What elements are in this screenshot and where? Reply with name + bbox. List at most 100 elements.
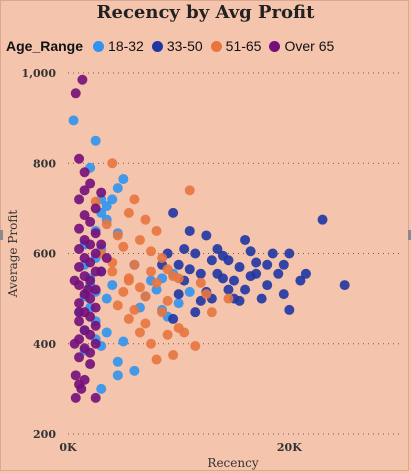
data-point-51-65[interactable] — [101, 219, 112, 230]
data-point-33-50[interactable] — [284, 248, 295, 259]
data-point-over-65[interactable] — [96, 187, 107, 198]
data-point-18-32[interactable] — [101, 327, 112, 338]
data-point-over-65[interactable] — [69, 275, 80, 286]
data-point-33-50[interactable] — [168, 207, 179, 218]
data-point-over-65[interactable] — [74, 316, 85, 327]
data-point-51-65[interactable] — [157, 307, 168, 318]
data-point-51-65[interactable] — [129, 194, 140, 205]
data-point-over-65[interactable] — [96, 239, 107, 250]
resize-handle-right[interactable] — [408, 230, 411, 240]
data-point-33-50[interactable] — [212, 243, 223, 254]
data-point-51-65[interactable] — [129, 259, 140, 270]
data-point-33-50[interactable] — [223, 284, 234, 295]
data-point-over-65[interactable] — [85, 216, 96, 227]
data-point-18-32[interactable] — [101, 201, 112, 212]
data-point-33-50[interactable] — [179, 243, 190, 254]
data-point-18-32[interactable] — [112, 356, 123, 367]
data-point-51-65[interactable] — [146, 246, 156, 257]
data-point-33-50[interactable] — [190, 248, 201, 259]
data-point-33-50[interactable] — [229, 275, 239, 286]
data-point-33-50[interactable] — [267, 248, 278, 259]
data-point-over-65[interactable] — [69, 338, 80, 349]
data-point-33-50[interactable] — [234, 295, 245, 306]
data-point-over-65[interactable] — [85, 178, 96, 189]
data-point-33-50[interactable] — [168, 313, 179, 324]
data-point-18-32[interactable] — [112, 183, 123, 194]
data-point-33-50[interactable] — [278, 259, 289, 270]
data-point-over-65[interactable] — [90, 302, 101, 313]
data-point-18-32[interactable] — [96, 383, 107, 394]
data-point-51-65[interactable] — [123, 275, 134, 286]
legend-item-1[interactable]: 33-50 — [151, 38, 203, 54]
data-point-18-32[interactable] — [90, 135, 101, 146]
data-point-51-65[interactable] — [173, 273, 184, 284]
data-point-51-65[interactable] — [195, 277, 206, 288]
data-point-51-65[interactable] — [179, 327, 190, 338]
data-point-33-50[interactable] — [256, 293, 267, 304]
data-point-51-65[interactable] — [140, 214, 151, 225]
data-point-51-65[interactable] — [107, 266, 118, 277]
data-point-51-65[interactable] — [206, 307, 217, 318]
data-point-51-65[interactable] — [140, 291, 151, 302]
data-point-over-65[interactable] — [90, 338, 101, 349]
data-point-over-65[interactable] — [74, 194, 85, 205]
data-point-over-65[interactable] — [85, 311, 96, 322]
data-point-33-50[interactable] — [278, 289, 289, 300]
data-point-51-65[interactable] — [146, 338, 156, 349]
data-point-18-32[interactable] — [118, 174, 129, 185]
data-point-33-50[interactable] — [295, 275, 306, 286]
data-point-51-65[interactable] — [146, 266, 156, 277]
data-point-over-65[interactable] — [77, 74, 88, 85]
data-point-33-50[interactable] — [212, 268, 223, 279]
data-point-33-50[interactable] — [184, 264, 195, 275]
data-point-33-50[interactable] — [262, 280, 273, 291]
data-point-33-50[interactable] — [206, 255, 217, 266]
data-point-over-65[interactable] — [70, 370, 81, 381]
data-point-over-65[interactable] — [85, 347, 96, 358]
data-point-51-65[interactable] — [162, 264, 173, 275]
data-point-18-32[interactable] — [118, 336, 129, 347]
data-point-over-65[interactable] — [74, 307, 85, 318]
data-point-over-65[interactable] — [101, 253, 112, 264]
data-point-18-32[interactable] — [129, 365, 140, 376]
data-point-51-65[interactable] — [151, 354, 162, 365]
data-point-33-50[interactable] — [245, 246, 256, 257]
data-point-over-65[interactable] — [74, 262, 85, 273]
data-point-33-50[interactable] — [284, 304, 295, 315]
data-point-51-65[interactable] — [123, 207, 134, 218]
data-point-51-65[interactable] — [151, 277, 162, 288]
data-point-over-65[interactable] — [90, 284, 101, 295]
data-point-51-65[interactable] — [223, 293, 234, 304]
data-point-over-65[interactable] — [85, 257, 96, 268]
data-point-51-65[interactable] — [168, 350, 179, 361]
data-point-over-65[interactable] — [79, 210, 90, 221]
data-point-51-65[interactable] — [112, 300, 123, 311]
data-point-18-32[interactable] — [107, 280, 118, 291]
data-point-over-65[interactable] — [85, 329, 96, 340]
data-point-over-65[interactable] — [79, 185, 90, 196]
data-point-18-32[interactable] — [107, 194, 118, 205]
data-point-51-65[interactable] — [112, 230, 123, 241]
data-point-over-65[interactable] — [90, 228, 101, 239]
data-point-33-50[interactable] — [195, 295, 206, 306]
data-point-51-65[interactable] — [157, 253, 168, 264]
data-point-over-65[interactable] — [74, 223, 85, 234]
data-point-51-65[interactable] — [162, 329, 173, 340]
data-point-over-65[interactable] — [74, 298, 85, 309]
data-point-51-65[interactable] — [134, 327, 145, 338]
data-point-over-65[interactable] — [74, 352, 85, 363]
data-point-over-65[interactable] — [96, 266, 107, 277]
data-point-18-32[interactable] — [101, 293, 112, 304]
data-point-33-50[interactable] — [245, 271, 256, 282]
data-point-33-50[interactable] — [240, 234, 251, 245]
data-point-33-50[interactable] — [339, 280, 350, 291]
data-point-51-65[interactable] — [162, 295, 173, 306]
data-point-33-50[interactable] — [173, 259, 184, 270]
data-point-33-50[interactable] — [262, 259, 273, 270]
data-point-33-50[interactable] — [184, 225, 195, 236]
data-point-over-65[interactable] — [85, 359, 96, 370]
data-point-51-65[interactable] — [118, 241, 129, 252]
data-point-33-50[interactable] — [201, 230, 212, 241]
data-point-over-65[interactable] — [90, 248, 101, 259]
legend-item-2[interactable]: 51-65 — [210, 38, 261, 54]
